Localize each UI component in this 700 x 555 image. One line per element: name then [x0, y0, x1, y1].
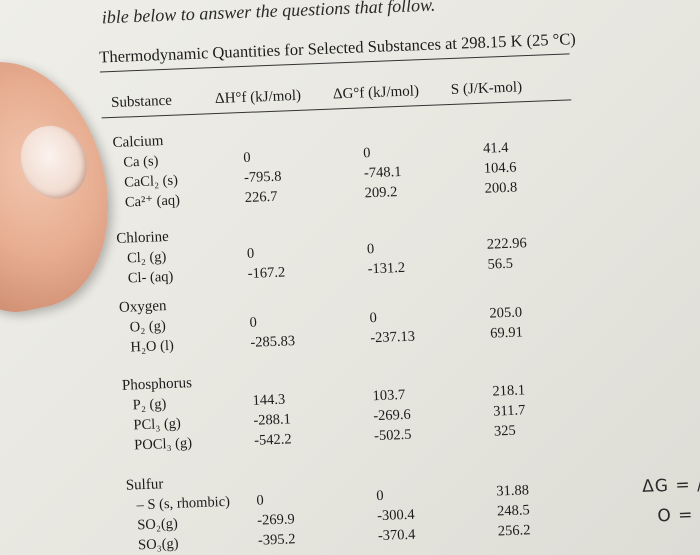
entropy-cell: 248.5 — [496, 502, 530, 520]
entropy-cell: 41.4 — [482, 139, 509, 157]
gibbs-cell: 0 — [376, 487, 384, 505]
margin-note-zero: O = — [656, 505, 694, 527]
entropy-cell: 218.1 — [492, 382, 526, 400]
enthalpy-cell: 144.3 — [252, 391, 286, 409]
entropy-cell: 222.96 — [486, 235, 527, 253]
entropy-cell: 31.88 — [495, 482, 530, 500]
gibbs-cell: -269.6 — [373, 406, 412, 425]
entropy-cell: 200.8 — [484, 179, 518, 197]
group-label: Oxygen — [118, 298, 167, 316]
header-entropy: S (J/K-mol) — [450, 79, 523, 98]
margin-note-delta-g: ΔG = / — [641, 474, 700, 497]
gibbs-cell: -131.2 — [367, 259, 406, 278]
substance-cell: PCl₃ (g) — [133, 415, 182, 434]
substance-cell: POCl₃ (g) — [133, 435, 193, 454]
enthalpy-cell: -285.83 — [250, 333, 296, 351]
substance-cell: SO₃(g) — [137, 535, 179, 554]
gibbs-cell: -300.4 — [376, 506, 415, 525]
entropy-cell: 56.5 — [487, 255, 514, 273]
substance-cell: Cl- (aq) — [127, 268, 174, 287]
gibbs-cell: 0 — [362, 145, 371, 162]
entropy-cell: 256.2 — [497, 522, 531, 540]
enthalpy-cell: 0 — [256, 492, 265, 509]
gibbs-cell: -237.13 — [370, 328, 416, 347]
enthalpy-cell: -795.8 — [243, 168, 282, 186]
substance-cell: Cl₂ (g) — [126, 249, 167, 267]
gibbs-cell: 0 — [369, 310, 378, 327]
enthalpy-cell: 226.7 — [244, 188, 278, 206]
enthalpy-cell: -395.2 — [257, 531, 296, 549]
group-label: Phosphorus — [121, 375, 193, 394]
enthalpy-cell: -269.9 — [256, 511, 295, 529]
substance-cell: Ca²⁺ (aq) — [124, 192, 181, 211]
enthalpy-cell: 0 — [249, 314, 258, 331]
group-label: Calcium — [112, 133, 164, 152]
enthalpy-cell: -167.2 — [247, 264, 286, 282]
entropy-cell: 104.6 — [483, 159, 517, 177]
entropy-cell: 69.91 — [489, 324, 524, 342]
group-label: Chlorine — [116, 228, 170, 247]
substance-cell: O₂ (g) — [129, 318, 167, 336]
enthalpy-cell: -542.2 — [253, 431, 292, 449]
header-substance: Substance — [110, 92, 173, 112]
entropy-cell: 311.7 — [492, 402, 526, 420]
gibbs-cell: -370.4 — [377, 526, 416, 545]
instruction-text: ible below to answer the questions that … — [101, 0, 436, 28]
gibbs-cell: -748.1 — [363, 163, 402, 182]
substance-cell: SO₂(g) — [137, 515, 179, 534]
gibbs-cell: -502.5 — [373, 426, 412, 445]
substance-cell: – S (s, rhombic) — [136, 493, 231, 514]
entropy-cell: 325 — [493, 422, 517, 440]
substance-cell: P₂ (g) — [132, 396, 167, 414]
gibbs-cell: 0 — [366, 241, 375, 258]
substance-cell: H₂O (l) — [130, 337, 175, 356]
header-gibbs: ΔG°f (kJ/mol) — [332, 83, 420, 103]
gibbs-cell: 209.2 — [364, 184, 398, 202]
entropy-cell: 205.0 — [489, 304, 523, 322]
enthalpy-cell: 0 — [243, 149, 251, 167]
group-label: Sulfur — [125, 476, 164, 494]
enthalpy-cell: -288.1 — [253, 411, 292, 429]
substance-cell: Ca (s) — [123, 153, 159, 171]
gibbs-cell: 103.7 — [372, 386, 406, 405]
header-enthalpy: ΔH°f (kJ/mol) — [214, 87, 302, 108]
substance-cell: CaCl₂ (s) — [123, 172, 179, 191]
enthalpy-cell: 0 — [246, 245, 255, 262]
